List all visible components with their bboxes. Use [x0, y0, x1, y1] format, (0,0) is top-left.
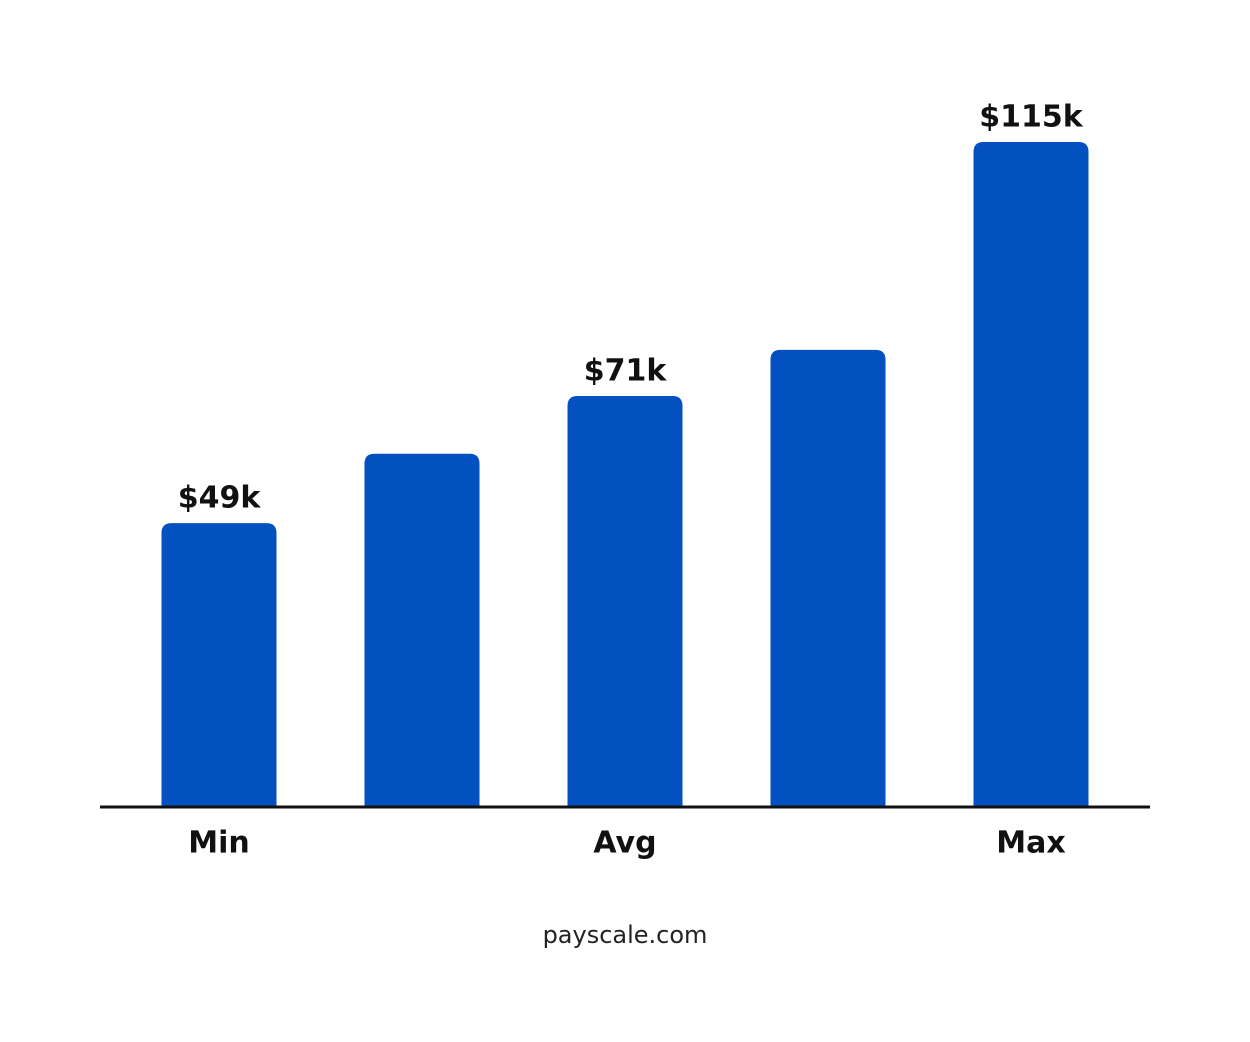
value-label: $71k: [584, 354, 668, 389]
bar: [567, 396, 683, 806]
bar: [364, 453, 480, 806]
bar: [161, 523, 277, 806]
value-label: $49k: [178, 481, 262, 516]
value-label: $115k: [979, 100, 1083, 135]
x-tick-label: Avg: [593, 826, 656, 861]
bar: [973, 142, 1089, 806]
x-tick-label: Max: [996, 826, 1065, 861]
footer: payscale.com: [543, 921, 708, 949]
x-tick-label: Min: [188, 826, 250, 861]
bar: [770, 349, 886, 806]
